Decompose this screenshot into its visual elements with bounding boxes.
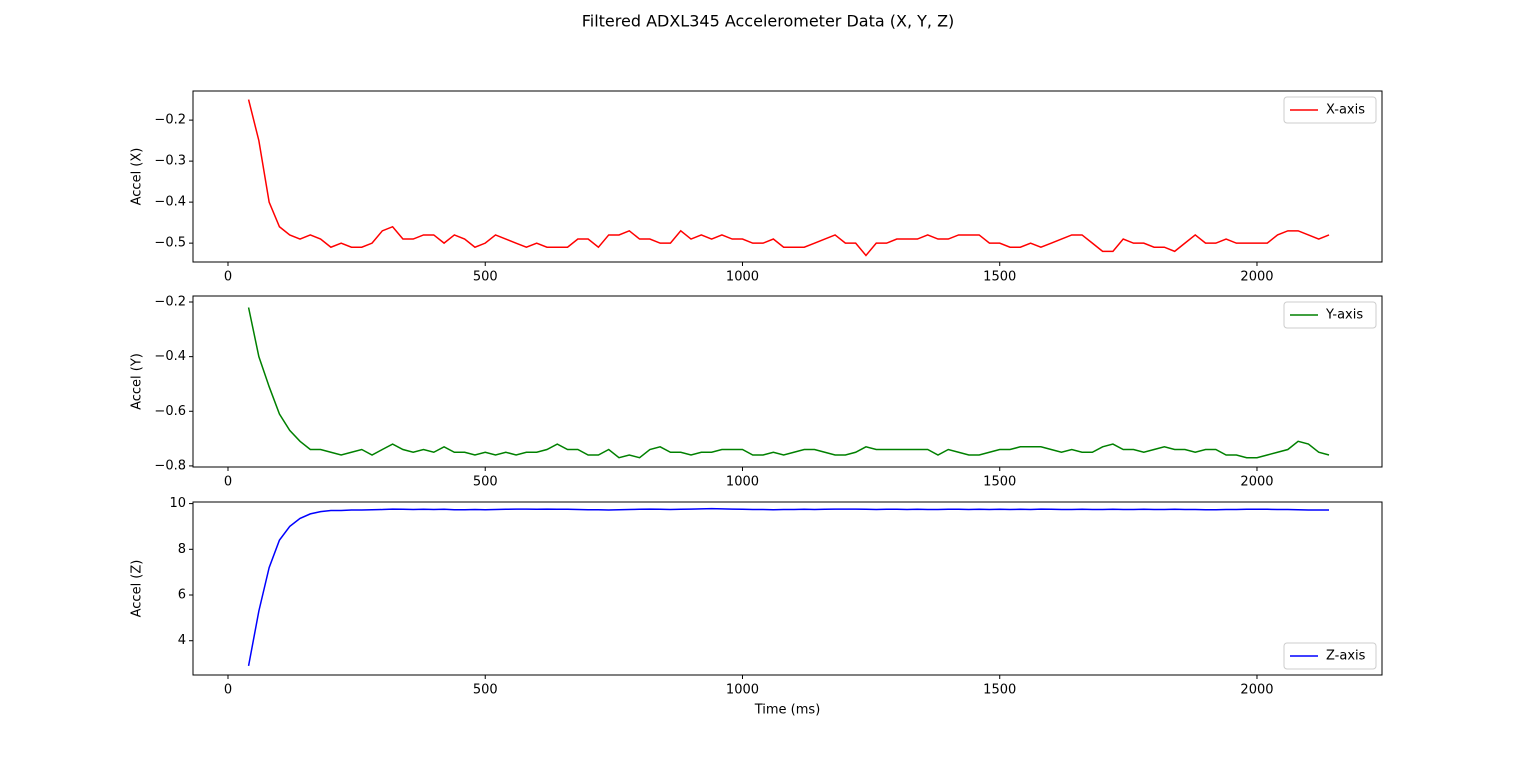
y-tick-label: 10 [169,496,186,511]
y-axis-label: Accel (X) [130,148,145,206]
y-tick-label: −0.2 [154,113,186,128]
x-tick-label: 1000 [726,683,759,698]
legend-box [1283,642,1377,670]
x-tick-label: 1000 [726,475,759,490]
data-line [247,507,1330,666]
y-axis-label: Accel (Y) [130,353,145,410]
legend-label: X-axis [1326,103,1365,118]
x-tick-label: 1500 [983,270,1016,285]
x-tick-label: 0 [224,683,232,698]
x-tick-label: 500 [473,683,498,698]
x-tick-label: 1500 [983,683,1016,698]
y-tick-label: 8 [178,542,186,557]
y-tick-label: −0.8 [154,458,186,473]
plot-frame [192,90,1383,263]
plot-area [193,91,1382,262]
y-tick-label: 4 [178,633,186,648]
y-tick-label: −0.3 [154,154,186,169]
y-tick-label: −0.4 [154,195,186,210]
x-tick-label: 0 [224,270,232,285]
plot-frame [192,295,1383,468]
legend-label: Y-axis [1325,308,1363,323]
x-tick-label: 2000 [1240,270,1273,285]
subplot: 0 500 1000 1500 2000 −0.2 −0.4 −0.6 −0.8 Accel (Y… [130,295,1382,490]
plot-frame [192,501,1383,676]
y-tick-label: −0.2 [154,295,186,310]
plot-area [193,296,1382,467]
x-tick-label: 0 [224,475,232,490]
x-tick-label: 2000 [1240,683,1273,698]
y-axis-label: Accel (Z) [130,560,145,618]
data-line [247,307,1330,459]
legend-label: Z-axis [1326,649,1366,664]
x-tick-label: 1000 [726,270,759,285]
data-line [247,99,1330,257]
y-tick-label: −0.4 [154,349,186,364]
y-tick-label: −0.6 [154,404,186,419]
legend-box [1283,96,1377,124]
x-tick-label: 500 [473,475,498,490]
x-tick-label: 2000 [1240,475,1273,490]
subplot: 0 500 1000 1500 2000 4 6 8 10 Accel (Z) Time (ms) [130,496,1382,718]
y-tick-label: 6 [178,588,186,603]
y-tick-label: −0.5 [154,236,186,251]
x-tick-label: 500 [473,270,498,285]
plot-area [193,502,1382,675]
legend-box [1283,301,1377,329]
figure-title: Filtered ADXL345 Accelerometer Data (X, … [582,12,955,31]
subplot: 0 500 1000 1500 2000 −0.2 −0.3 −0.4 −0.5 Accel (X… [130,91,1382,285]
x-tick-label: 1500 [983,475,1016,490]
x-axis-label: Time (ms) [754,703,821,718]
